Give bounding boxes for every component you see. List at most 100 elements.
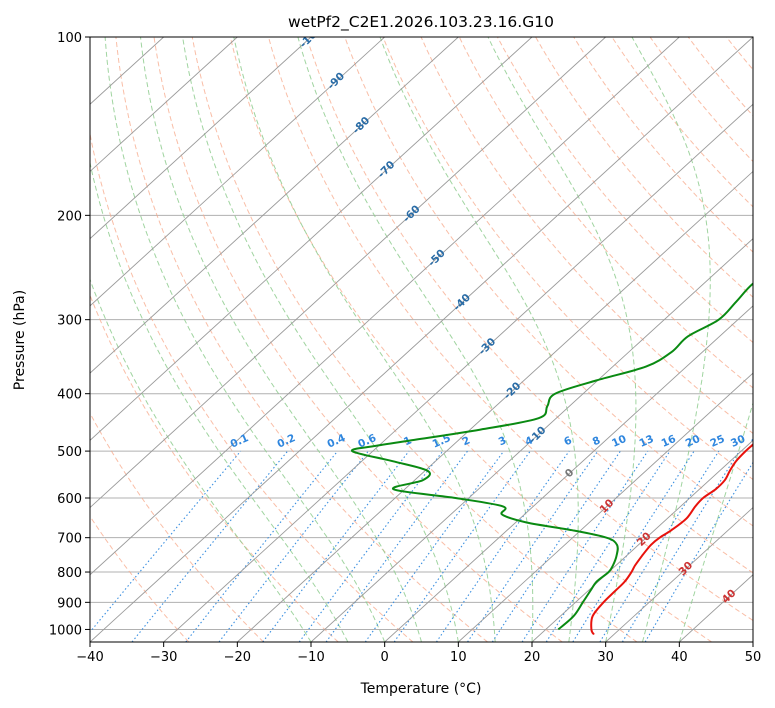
moist-adiabat-line <box>487 37 637 642</box>
dry-adiabat-line <box>90 515 190 642</box>
x-tick-label: −20 <box>224 650 251 665</box>
mixing-ratio-label: 8 <box>591 434 603 448</box>
mixing-ratio-label: 20 <box>684 433 702 450</box>
isotherm-line <box>531 439 753 642</box>
dry-adiabat-line <box>268 37 753 622</box>
dry-adiabat-line <box>687 37 753 117</box>
mixing-ratio-line <box>90 450 242 633</box>
y-tick-label: 900 <box>57 596 82 611</box>
mixing-ratio-label: 4 <box>523 434 535 448</box>
dry-adiabat-line <box>229 37 712 642</box>
mixing-ratio-line <box>218 450 369 642</box>
x-tick-label: 20 <box>524 650 541 665</box>
x-tick-label: 30 <box>597 650 614 665</box>
moist-adiabat-line <box>297 37 534 642</box>
mixing-ratio-line <box>572 450 695 642</box>
moist-adiabat-line <box>379 37 579 642</box>
mixing-ratio-line <box>364 450 505 642</box>
isotherm-line <box>458 372 753 642</box>
moist-adiabat-line <box>182 37 459 642</box>
isotherm-line <box>310 238 753 642</box>
isotherm-line <box>163 103 753 642</box>
y-tick-label: 100 <box>57 31 82 46</box>
y-tick-label: 400 <box>57 388 82 403</box>
isotherm-label: -80 <box>350 115 372 137</box>
dry-adiabat-line <box>535 37 753 298</box>
x-tick-label: 0 <box>381 650 389 665</box>
isotherm-label: -90 <box>325 70 347 92</box>
y-tick-label: 1000 <box>49 623 82 638</box>
mixing-ratio-line <box>325 450 468 642</box>
isotherm-line <box>90 37 459 374</box>
isotherm-line <box>90 37 533 441</box>
dry-adiabat-line <box>726 37 753 71</box>
x-tick-label: −10 <box>297 650 324 665</box>
isotherm-label: -30 <box>476 336 498 358</box>
isotherm-line <box>90 37 385 307</box>
x-tick-label: 40 <box>671 650 688 665</box>
isotherm-line <box>90 37 753 642</box>
mixing-ratio-label: 30 <box>729 433 747 450</box>
y-tick-label: 800 <box>57 566 82 581</box>
isotherm-line <box>90 37 238 173</box>
moist-adiabat-line <box>90 160 349 642</box>
dry-adiabat-line <box>382 37 753 481</box>
mixing-ratio-line <box>545 450 671 642</box>
x-tick-label: 10 <box>450 650 467 665</box>
isotherm-label: -60 <box>401 203 423 225</box>
x-axis-label: Temperature (°C) <box>360 681 482 697</box>
dry-adiabat-line <box>344 37 753 527</box>
dry-adiabat-line <box>191 37 638 642</box>
dry-adiabat-line <box>306 37 753 574</box>
background-lines <box>90 37 775 642</box>
mixing-ratio-label: 13 <box>637 433 655 450</box>
y-tick-label: 700 <box>57 532 82 547</box>
mixing-ratio-label: 0.2 <box>275 432 297 451</box>
isotherm-line <box>752 641 753 642</box>
y-tick-label: 500 <box>57 445 82 460</box>
mixing-ratio-line <box>435 450 570 642</box>
axes: −40 −30 −20 −10 0 10 20 30 40 5010020030040050060… <box>49 31 761 665</box>
y-tick-label: 600 <box>57 492 82 507</box>
y-axis-label: Pressure (hPa) <box>12 290 28 390</box>
dry-adiabat-line <box>573 37 753 253</box>
mixing-ratio-line <box>467 450 599 642</box>
isotherm-label: -40 <box>451 292 473 314</box>
profiles <box>351 282 753 636</box>
isotherm-line <box>90 37 680 576</box>
temperature-profile-line <box>590 443 753 636</box>
moist-adiabat-line <box>631 37 711 642</box>
dry-adiabat-line <box>765 37 775 642</box>
x-tick-label: −40 <box>76 650 103 665</box>
chart-title: wetPf2_C2E1.2026.103.23.16.G10 <box>288 13 554 32</box>
moist-adiabat-line <box>104 37 386 642</box>
mixing-ratio-label: 10 <box>610 433 628 450</box>
isotherm-line <box>90 37 606 509</box>
mixing-ratio-line <box>621 450 740 642</box>
isotherm-label: -20 <box>502 380 524 402</box>
mixing-ratio-line <box>298 450 444 642</box>
dry-adiabat-line <box>420 37 753 435</box>
mixing-ratio-line <box>185 450 339 642</box>
dry-adiabat-line <box>153 37 563 642</box>
mixing-ratio-label: 16 <box>660 433 678 450</box>
mixing-ratio-label: 0.1 <box>229 432 251 451</box>
dry-adiabat-line <box>115 37 488 642</box>
isotherm-line <box>237 170 753 642</box>
dry-adiabat-line <box>496 37 753 344</box>
dry-adiabat-line <box>649 37 753 163</box>
mixing-ratio-label: 25 <box>708 433 726 450</box>
moist-adiabat-line <box>233 37 496 642</box>
moist-adiabat-line <box>90 278 312 642</box>
mixing-ratio-line <box>131 450 289 642</box>
dry-adiabat-line <box>90 412 264 642</box>
moist-adiabat-line <box>678 401 753 642</box>
isotherm-line <box>90 37 312 240</box>
mixing-ratio-label: 3 <box>497 434 509 448</box>
isotherm-line <box>605 506 753 642</box>
moist-adiabat-line <box>140 37 422 642</box>
mixing-ratio-line <box>521 450 649 642</box>
x-tick-label: 50 <box>745 650 762 665</box>
x-tick-label: −30 <box>150 650 177 665</box>
mixing-ratio-line <box>262 450 410 642</box>
